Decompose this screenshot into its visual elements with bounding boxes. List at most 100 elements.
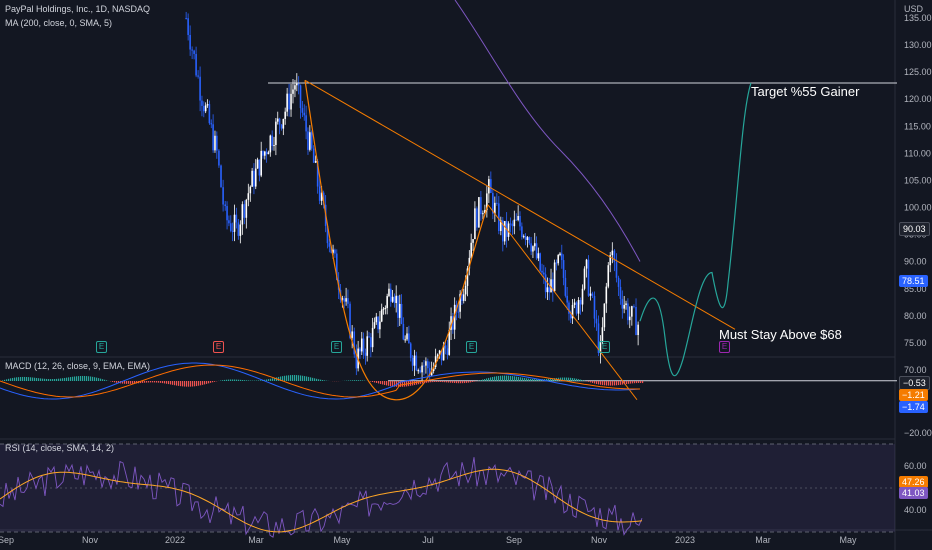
macd-histogram-bar bbox=[248, 380, 250, 381]
macd-histogram-bar bbox=[260, 380, 262, 381]
macd-histogram-bar bbox=[74, 376, 76, 381]
support-annotation[interactable]: Must Stay Above $68 bbox=[719, 327, 842, 342]
candle-body bbox=[444, 345, 447, 349]
macd-histogram-bar bbox=[94, 377, 96, 381]
candle-body bbox=[355, 354, 358, 369]
macd-histogram-bar bbox=[24, 376, 26, 381]
macd-histogram-bar bbox=[48, 379, 50, 381]
earnings-event-icon[interactable]: E bbox=[466, 341, 477, 353]
candle-body bbox=[332, 249, 334, 253]
candle-body bbox=[353, 331, 356, 355]
macd-histogram-bar bbox=[356, 380, 358, 381]
candle-body bbox=[191, 49, 193, 51]
macd-histogram-bar bbox=[204, 381, 206, 385]
earnings-event-icon[interactable]: E bbox=[331, 341, 342, 353]
candle-body bbox=[296, 83, 298, 86]
candle-body bbox=[568, 302, 570, 314]
time-axis-tick: Jul bbox=[422, 535, 434, 545]
candle-body bbox=[623, 304, 625, 309]
macd-histogram-bar bbox=[32, 377, 34, 381]
macd-histogram-bar bbox=[484, 378, 486, 381]
macd-histogram-bar bbox=[182, 381, 184, 387]
macd-histogram-bar bbox=[588, 381, 590, 382]
macd-histogram-bar bbox=[66, 377, 68, 381]
candle-body bbox=[286, 93, 288, 112]
macd-histogram-bar bbox=[162, 381, 164, 384]
macd-histogram-bar bbox=[524, 377, 526, 381]
macd-histogram-bar bbox=[224, 379, 226, 381]
macd-histogram-bar bbox=[546, 378, 548, 381]
candle-body bbox=[461, 293, 463, 301]
macd-histogram-bar bbox=[616, 381, 618, 386]
macd-histogram-bar bbox=[52, 379, 54, 381]
candle-body bbox=[553, 262, 556, 292]
candle-body bbox=[400, 303, 403, 324]
macd-histogram-bar bbox=[512, 376, 514, 381]
candle-body bbox=[265, 151, 268, 155]
candle-body bbox=[466, 268, 469, 286]
earnings-event-icon[interactable]: E bbox=[599, 341, 610, 353]
macd-histogram-bar bbox=[290, 375, 292, 381]
candle-body bbox=[370, 337, 372, 348]
candle-body bbox=[555, 262, 558, 264]
candle-body bbox=[522, 236, 525, 238]
candle-body bbox=[247, 193, 250, 200]
candle-body bbox=[193, 50, 195, 54]
candle-body bbox=[384, 308, 387, 310]
candle-body bbox=[199, 76, 201, 101]
macd-histogram-bar bbox=[398, 381, 400, 387]
rsi-indicator-label[interactable]: RSI (14, close, SMA, 14, 2) bbox=[5, 443, 115, 453]
projection-path bbox=[639, 82, 752, 377]
macd-histogram-bar bbox=[228, 379, 230, 381]
macd-histogram-bar bbox=[534, 379, 536, 381]
earnings-event-icon[interactable]: E bbox=[96, 341, 107, 353]
candle-body bbox=[468, 257, 471, 269]
candle-body bbox=[284, 111, 286, 119]
candle-body bbox=[275, 121, 277, 146]
candle-body bbox=[316, 161, 319, 187]
macd-histogram-bar bbox=[240, 379, 242, 381]
earnings-event-icon[interactable]: E bbox=[719, 341, 730, 353]
macd-histogram-bar bbox=[434, 381, 436, 383]
candle-body bbox=[530, 243, 532, 252]
macd-histogram-bar bbox=[282, 376, 284, 381]
candle-body bbox=[366, 336, 369, 356]
macd-histogram-bar bbox=[624, 381, 626, 385]
candle-body bbox=[256, 159, 259, 169]
price-axis-tick: 110.00 bbox=[904, 148, 931, 158]
candle-body bbox=[216, 135, 218, 151]
earnings-event-icon[interactable]: E bbox=[213, 341, 224, 353]
rsi-line bbox=[0, 457, 643, 538]
candle-body bbox=[453, 304, 456, 330]
time-axis-tick: May bbox=[333, 535, 351, 545]
macd-histogram-bar bbox=[378, 381, 380, 384]
symbol-title[interactable]: PayPal Holdings, Inc., 1D, NASDAQ bbox=[5, 4, 151, 14]
candle-body bbox=[197, 75, 199, 77]
macd-histogram-bar bbox=[620, 381, 622, 385]
macd-histogram-bar bbox=[64, 377, 66, 381]
candle-body bbox=[341, 298, 344, 300]
macd-histogram-bar bbox=[318, 379, 320, 381]
candle-body bbox=[187, 18, 189, 35]
macd-histogram-bar bbox=[184, 381, 186, 387]
candle-body bbox=[603, 303, 606, 328]
candle-body bbox=[432, 366, 435, 372]
currency-label: USD bbox=[904, 4, 924, 14]
target-annotation[interactable]: Target %55 Gainer bbox=[751, 84, 860, 99]
macd-histogram-bar bbox=[144, 381, 146, 383]
ma-indicator-label[interactable]: MA (200, close, 0, SMA, 5) bbox=[5, 18, 113, 28]
macd-histogram-bar bbox=[226, 379, 228, 381]
macd-histogram-bar bbox=[270, 378, 272, 381]
candle-body bbox=[446, 348, 449, 355]
macd-histogram-bar bbox=[232, 379, 234, 381]
macd-histogram-bar bbox=[72, 376, 74, 381]
price-axis-tick: 105.00 bbox=[904, 175, 932, 185]
macd-indicator-label[interactable]: MACD (12, 26, close, 9, EMA, EMA) bbox=[5, 361, 151, 371]
price-axis-tick: 120.00 bbox=[904, 94, 932, 104]
macd-histogram-bar bbox=[56, 378, 58, 381]
macd-histogram-bar bbox=[236, 379, 238, 381]
rsi-axis-tick: 40.00 bbox=[904, 505, 927, 515]
candle-body bbox=[566, 295, 568, 303]
candle-body bbox=[573, 302, 576, 305]
